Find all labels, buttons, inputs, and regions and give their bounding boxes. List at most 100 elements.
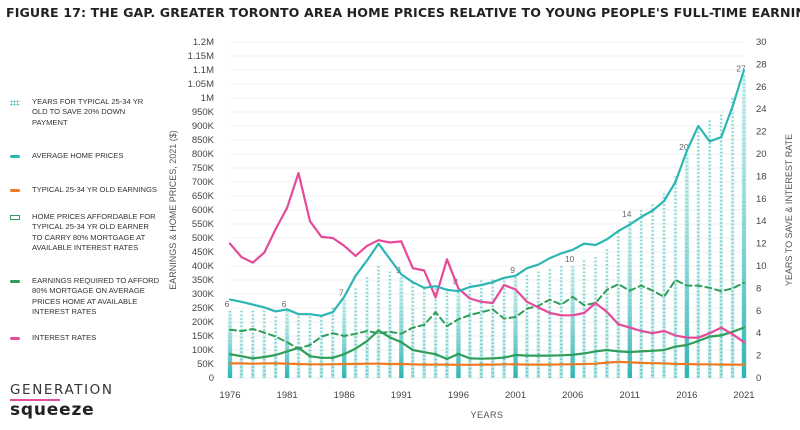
right-tick-label: 18 — [756, 171, 767, 182]
left-tick-label: 400K — [192, 261, 215, 272]
years-to-save-bar — [719, 114, 723, 379]
years-to-save-bar-highlight — [741, 75, 747, 378]
right-tick-label: 10 — [756, 261, 767, 272]
years-to-save-bar — [639, 210, 643, 378]
x-axis-title: YEARS — [470, 410, 503, 420]
right-tick-label: 6 — [756, 306, 761, 317]
years-to-save-bar-highlight — [342, 299, 347, 378]
legend-label: TYPICAL 25-34 YR OLD EARNINGS — [32, 185, 157, 194]
x-tick-label: 2016 — [676, 390, 697, 401]
x-tick-label: 2011 — [620, 390, 640, 401]
right-tick-label: 24 — [756, 104, 767, 115]
left-tick-label: 800K — [192, 149, 215, 160]
y-axis-title-left: EARNINGS & HOME PRICES, 2021 ($) — [168, 130, 178, 290]
left-tick-label: 1.2M — [193, 37, 214, 48]
right-tick-label: 26 — [756, 82, 767, 93]
x-tick-label: 1981 — [277, 390, 298, 401]
logo-text-bottom: squeeze — [10, 400, 95, 420]
x-tick-label: 2021 — [733, 390, 754, 401]
years-to-save-label: 20 — [679, 142, 689, 152]
left-tick-label: 700K — [192, 177, 215, 188]
years-to-save-label: 10 — [565, 254, 575, 264]
years-to-save-bar — [707, 120, 712, 379]
legend-label: AVERAGE HOME PRICES — [32, 151, 124, 160]
years-to-save-bar — [616, 232, 621, 378]
left-tick-label: 850K — [192, 135, 215, 146]
y-axis-title-right: YEARS TO SAVE & INTEREST RATE — [784, 134, 794, 286]
x-tick-label: 1991 — [391, 390, 412, 401]
logo-accent-bar — [10, 399, 60, 401]
right-tick-label: 22 — [756, 127, 767, 138]
years-to-save-label: 27 — [736, 64, 746, 74]
years-to-save-bar-highlight — [684, 154, 690, 378]
x-tick-label: 2006 — [562, 390, 583, 401]
years-to-save-bar — [331, 307, 335, 378]
right-tick-label: 2 — [756, 351, 761, 362]
years-to-save-label: 9 — [510, 265, 515, 275]
series-line-rates — [228, 171, 746, 344]
x-tick-label: 1976 — [219, 390, 240, 401]
left-tick-label: 1.05M — [188, 79, 214, 90]
legend-swatch — [10, 337, 20, 340]
logo-text-top: GENERATION — [10, 382, 114, 398]
right-tick-label: 30 — [756, 37, 767, 48]
years-to-save-bar — [468, 282, 472, 378]
years-to-save-label: 6 — [282, 299, 287, 309]
figure-title: FIGURE 17: THE GAP. GREATER TORONTO AREA… — [6, 5, 800, 20]
left-tick-label: 950K — [192, 107, 215, 118]
x-tick-label: 2001 — [505, 390, 526, 401]
legend-swatch — [10, 280, 20, 283]
right-tick-label: 16 — [756, 194, 767, 205]
legend-swatch — [10, 215, 20, 220]
left-tick-label: 500K — [192, 233, 215, 244]
years-to-save-bar-highlight — [627, 221, 632, 378]
years-to-save-label: 6 — [225, 299, 230, 309]
series-line-earnings — [228, 360, 746, 366]
right-tick-label: 28 — [756, 59, 767, 70]
right-tick-label: 4 — [756, 328, 761, 339]
legend-label: INTEREST RATES — [32, 333, 97, 342]
years-to-save-bar-highlight — [227, 310, 233, 378]
left-tick-label: 550K — [192, 219, 215, 230]
series-line-affordable — [229, 279, 745, 350]
left-tick-label: 1M — [201, 93, 214, 104]
left-tick-label: 250K — [192, 303, 215, 314]
years-to-save-bar-highlight — [456, 288, 461, 378]
legend-swatch — [10, 189, 20, 192]
left-tick-label: 100K — [192, 345, 215, 356]
years-to-save-bar — [548, 269, 552, 378]
years-to-save-bar-highlight — [284, 310, 290, 378]
years-to-save-bar-highlight — [570, 266, 575, 378]
x-tick-label: 1986 — [334, 390, 355, 401]
left-tick-label: 200K — [192, 317, 215, 328]
left-tick-label: 350K — [192, 275, 215, 286]
right-tick-label: 20 — [756, 149, 767, 160]
series-line-avg-price — [228, 68, 746, 317]
years-to-save-bar-highlight — [513, 277, 518, 378]
years-to-save-bar — [582, 260, 586, 378]
left-tick-label: 150K — [192, 331, 215, 342]
right-tick-label: 14 — [756, 216, 767, 227]
years-to-save-bar — [502, 277, 506, 378]
left-tick-label: 0 — [209, 373, 214, 384]
legend-label: YEARS FOR TYPICAL 25-34 YR OLD TO SAVE 2… — [32, 97, 144, 127]
left-tick-label: 450K — [192, 247, 215, 258]
left-tick-label: 600K — [192, 205, 215, 216]
right-tick-label: 12 — [756, 239, 767, 250]
years-to-save-bar-highlight — [399, 277, 404, 378]
years-to-save-bar — [410, 282, 415, 378]
years-to-save-label: 14 — [622, 209, 632, 219]
legend-swatch — [10, 155, 20, 158]
left-tick-label: 50K — [197, 359, 215, 370]
years-to-save-label: 7 — [339, 288, 344, 298]
x-tick-label: 1996 — [448, 390, 469, 401]
left-tick-label: 650K — [192, 191, 215, 202]
years-to-save-bar — [525, 274, 529, 378]
left-tick-label: 1.15M — [188, 51, 214, 62]
years-to-save-bar — [365, 277, 369, 378]
right-tick-label: 0 — [756, 373, 761, 384]
left-tick-label: 750K — [192, 163, 215, 174]
left-tick-label: 1.1M — [193, 65, 214, 76]
years-to-save-bar — [730, 98, 735, 378]
